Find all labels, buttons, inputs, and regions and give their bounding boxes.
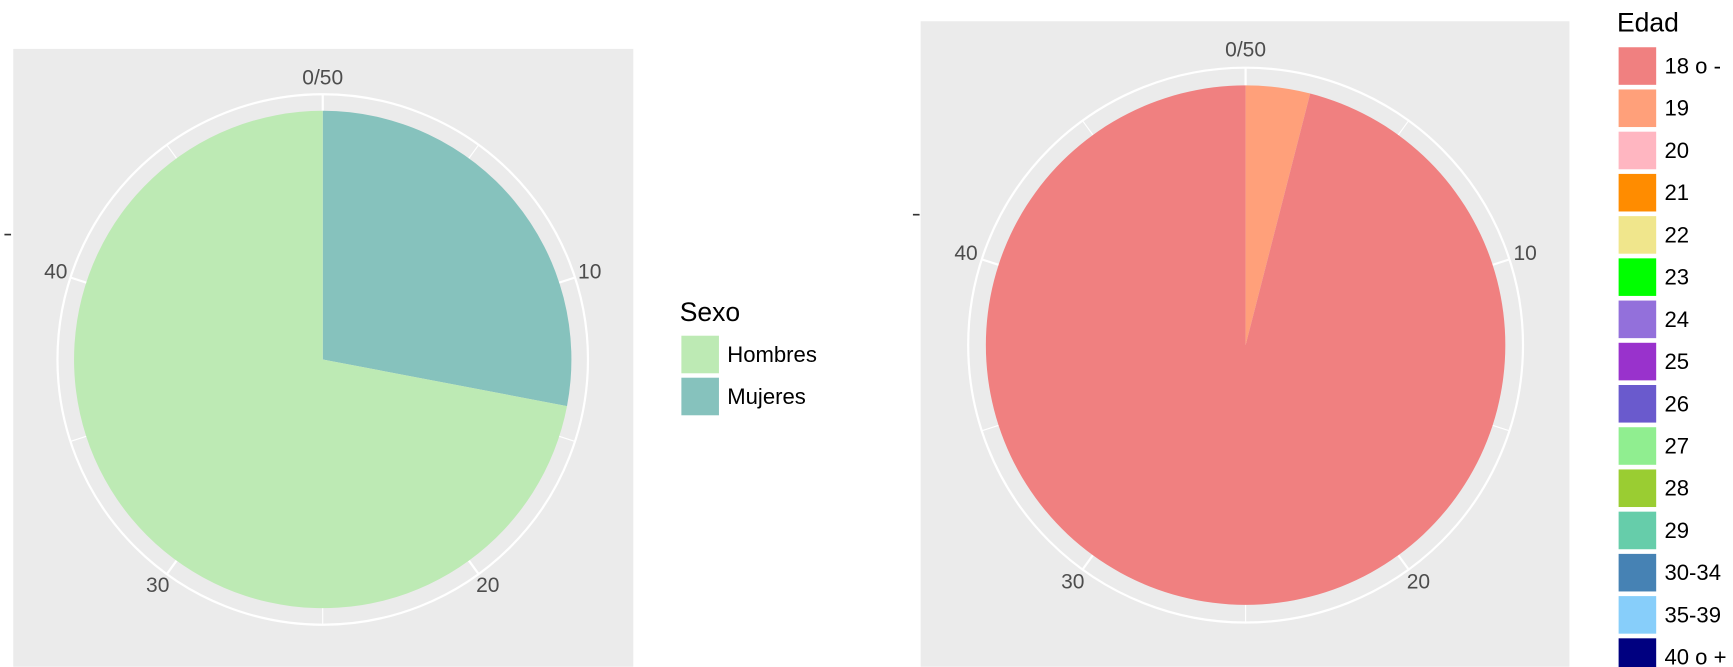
legend-label: 28 xyxy=(1664,476,1689,501)
legend-key xyxy=(1617,46,1658,86)
legend-key xyxy=(1617,637,1658,667)
legend-label: Mujeres xyxy=(727,384,806,409)
legend-key xyxy=(680,376,721,417)
legend-key xyxy=(1617,88,1658,129)
tick-label: 30 xyxy=(1061,570,1084,593)
legend-key xyxy=(1617,341,1658,382)
legend-label: 27 xyxy=(1664,434,1689,459)
tick-label: 0/50 xyxy=(1225,39,1266,62)
legend-label: 24 xyxy=(1664,307,1689,332)
legend-title: Sexo xyxy=(680,297,740,327)
legend-key xyxy=(1617,426,1658,466)
legend-label: 40 o + xyxy=(1664,645,1726,667)
legend-label: 26 xyxy=(1664,391,1689,416)
legend-label: 25 xyxy=(1664,349,1689,374)
tick-label: 20 xyxy=(1407,570,1430,593)
tick-label: 20 xyxy=(476,574,499,597)
legend-title: Edad xyxy=(1617,8,1679,38)
legend-key xyxy=(1617,510,1658,551)
pie-slice xyxy=(1245,85,1311,346)
legend-label: 22 xyxy=(1664,222,1689,247)
legend-key xyxy=(1617,172,1658,213)
legend-key xyxy=(1617,257,1658,298)
tick-label: 30 xyxy=(146,574,169,597)
legend-key xyxy=(1617,552,1658,593)
legend-label: 23 xyxy=(1664,265,1689,290)
pie-slice xyxy=(985,85,1506,605)
legend-label: 19 xyxy=(1664,96,1689,121)
tick-label: 40 xyxy=(954,242,977,265)
legend-label: Hombres xyxy=(727,342,817,367)
legend-label: 18 o - xyxy=(1664,54,1721,79)
legend-label: 35-39 xyxy=(1664,602,1721,627)
legend-key xyxy=(1617,383,1658,424)
legend-key xyxy=(1617,130,1658,171)
legend-label: 30-34 xyxy=(1664,560,1721,585)
pie-slice xyxy=(322,110,572,407)
tick-label: 0/50 xyxy=(302,66,343,89)
legend-key xyxy=(680,334,721,375)
pie-slice xyxy=(74,110,567,609)
legend-key xyxy=(1617,594,1658,635)
tick-label: 40 xyxy=(44,260,67,283)
legend-key xyxy=(1617,468,1658,509)
legend-label: 21 xyxy=(1664,180,1689,205)
legend-key xyxy=(1617,215,1658,255)
legend-label: 29 xyxy=(1664,518,1689,543)
tick-label: 10 xyxy=(578,260,601,283)
tick-label: 10 xyxy=(1514,242,1537,265)
legend-label: 20 xyxy=(1664,138,1689,163)
legend-key xyxy=(1617,299,1658,340)
